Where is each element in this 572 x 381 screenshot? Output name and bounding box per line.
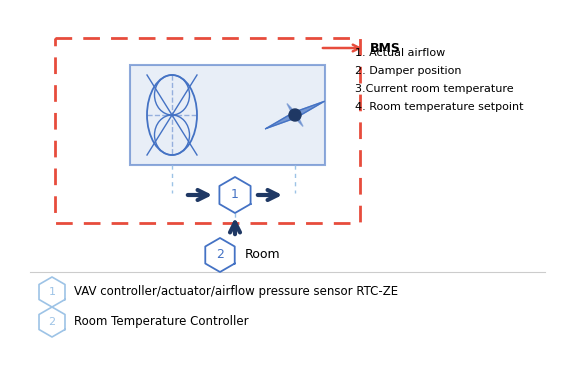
Text: 1. Actual airflow: 1. Actual airflow [355, 48, 445, 58]
Polygon shape [287, 104, 303, 126]
Bar [130, 65, 325, 165]
Text: 1: 1 [49, 287, 55, 297]
Polygon shape [205, 238, 235, 272]
Text: 4. Room temperature setpoint: 4. Room temperature setpoint [355, 102, 523, 112]
Text: 3.Current room temperature: 3.Current room temperature [355, 84, 514, 94]
Text: Room: Room [245, 248, 281, 261]
Text: 2: 2 [216, 248, 224, 261]
Text: 2: 2 [49, 317, 55, 327]
Polygon shape [39, 307, 65, 337]
Text: BMS: BMS [370, 42, 401, 54]
Polygon shape [265, 101, 324, 129]
Polygon shape [220, 177, 251, 213]
Polygon shape [39, 277, 65, 307]
Circle shape [289, 109, 301, 121]
Text: VAV controller/actuator/airflow pressure sensor RTC-ZE: VAV controller/actuator/airflow pressure… [74, 285, 398, 298]
Bar [55, 38, 360, 223]
Text: Room Temperature Controller: Room Temperature Controller [74, 315, 249, 328]
Text: 1: 1 [231, 189, 239, 202]
Text: 2. Damper position: 2. Damper position [355, 66, 462, 76]
